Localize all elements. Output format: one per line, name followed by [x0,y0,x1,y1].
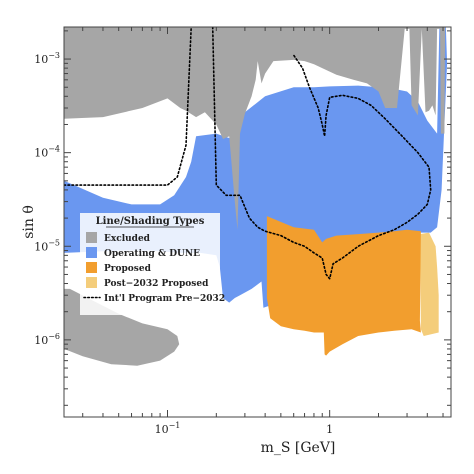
dotted-curve-1 [64,27,192,186]
y-tick-label: 10−4 [34,145,60,160]
dotted-curve-2 [211,27,432,281]
x-tick-label: 1 [326,423,333,436]
x-axis-label: m_S [GeV] [261,440,336,456]
legend-box [80,213,220,315]
axis-ticks [64,27,451,417]
legend-title: Line/Shading Types [96,216,205,227]
region-excluded [64,27,446,230]
legend-label-post-2032-proposed: Post−2032 Proposed [104,279,209,289]
region-proposed [266,216,421,356]
y-tick-label: 10−6 [34,332,60,347]
region-post-2032-proposed [419,232,439,336]
y-tick-label: 10−3 [34,51,60,66]
y-tick-label: 10−5 [34,238,60,253]
legend: Line/Shading Types Excluded Operating & D… [80,213,225,315]
legend-label-int-l-program-pre-2032: Int'l Program Pre−2032 [104,294,225,304]
x-tick-label: 10−1 [155,421,181,436]
plot-frame [63,26,452,418]
legend-label-proposed: Proposed [104,264,152,274]
legend-swatch-post-2032-proposed [86,277,97,288]
dotted-curves [64,27,432,281]
legend-label-excluded: Excluded [104,234,151,244]
legend-swatch-proposed [86,262,97,273]
tick-labels: 10−1 1 10−3 10−4 10−5 10−6 [34,51,333,436]
legend-swatch-operating-dune [86,247,97,258]
y-axis-label: sin θ [21,205,37,239]
legend-label-operating-dune: Operating & DUNE [104,249,200,259]
legend-swatch-excluded [86,232,97,243]
